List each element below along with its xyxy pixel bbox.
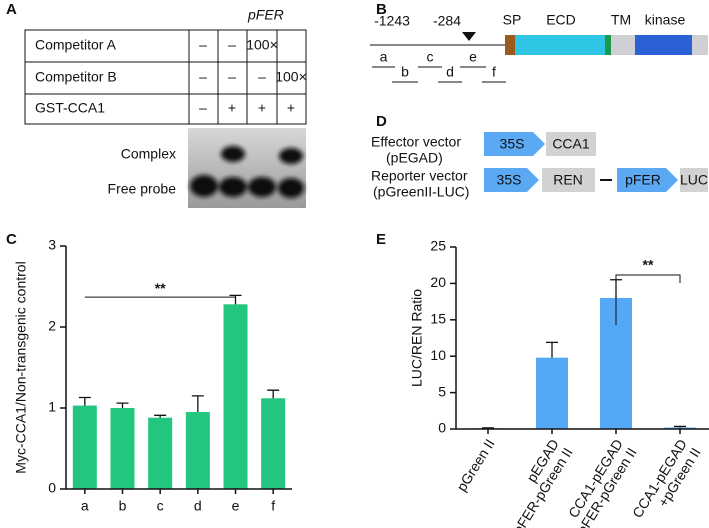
significance-bracket — [615, 274, 681, 325]
significance-label: ** — [643, 257, 654, 273]
panel-label: A — [6, 1, 17, 18]
row-label: Competitor B — [35, 69, 117, 85]
x-tick-label: CCA1-pEGAD+pGreen II — [629, 436, 704, 528]
y-tick-label: 1 — [48, 399, 56, 415]
x-tick-label: c — [157, 498, 164, 514]
bar — [148, 417, 173, 489]
promoter-arrow — [617, 168, 678, 192]
x-tick-label: b — [119, 498, 127, 514]
table-cell: – — [199, 69, 207, 85]
table-cell: 100× — [275, 69, 307, 85]
error-bar — [191, 395, 204, 413]
bar — [536, 357, 568, 429]
error-bar — [674, 425, 686, 428]
error-bar — [78, 396, 91, 406]
domain-label: kinase — [645, 12, 686, 28]
panel-label: B — [376, 1, 387, 18]
table-cell: + — [228, 100, 236, 116]
gene-box — [680, 168, 708, 192]
table-cell: + — [287, 100, 295, 116]
table-cell: – — [228, 37, 236, 53]
gene-box — [546, 132, 596, 156]
vector-plasmid: (pGreenII-LUC) — [373, 184, 469, 200]
table-cell: – — [199, 100, 207, 116]
y-tick-label: 3 — [48, 237, 56, 253]
part-label: pFER — [625, 172, 661, 188]
y-tick-label: 0 — [438, 420, 446, 436]
row-label: Competitor A — [35, 37, 117, 53]
position-label: -1243 — [374, 13, 410, 29]
error-bar — [267, 389, 280, 399]
domain-label: ECD — [546, 12, 576, 28]
table-cell: + — [258, 100, 266, 116]
band-label: Free probe — [108, 181, 177, 197]
table-cell: – — [228, 69, 236, 85]
domain-label: TM — [611, 12, 631, 28]
panel-label: C — [6, 231, 17, 248]
part-label: REN — [553, 172, 583, 188]
table-cell: – — [199, 37, 207, 53]
y-axis-label: LUC/REN Ratio — [409, 289, 425, 387]
gel-bands — [190, 146, 304, 198]
significance-label: ** — [155, 280, 166, 296]
bar — [223, 304, 248, 489]
y-tick-label: 2 — [48, 318, 56, 334]
fragment-label: b — [401, 64, 409, 80]
y-tick-label: 25 — [430, 238, 446, 254]
bar — [185, 412, 210, 489]
part-label: LUC — [680, 172, 708, 188]
y-tick-label: 15 — [430, 311, 446, 327]
position-label: -284 — [433, 13, 461, 29]
panel-label: E — [376, 231, 386, 248]
x-tick-label: pGreen II — [453, 436, 498, 494]
y-tick-label: 20 — [430, 274, 446, 290]
fragment-label: c — [427, 49, 434, 65]
table-cell: – — [258, 69, 266, 85]
part-label: CCA1 — [552, 136, 590, 152]
gene-box — [542, 168, 595, 192]
promoter-arrow — [484, 168, 539, 192]
fragment-label: e — [469, 49, 477, 65]
vector-plasmid: (pEGAD) — [386, 150, 443, 166]
site-marker — [462, 32, 476, 41]
fragment-label: d — [446, 64, 454, 80]
emsa-title: pFER — [247, 7, 284, 23]
error-bar — [546, 341, 558, 358]
vector-name: Reporter vector — [371, 168, 468, 184]
part-label: 35S — [500, 136, 525, 152]
bar — [261, 398, 286, 489]
y-tick-label: 0 — [48, 480, 56, 496]
error-bar — [154, 414, 167, 418]
error-bar — [116, 402, 129, 408]
x-tick-label: d — [194, 498, 202, 514]
x-tick-label: e — [232, 498, 240, 514]
fragment-label: a — [380, 49, 388, 65]
y-tick-label: 10 — [430, 347, 446, 363]
y-tick-label: 5 — [438, 383, 446, 399]
band-label: Complex — [121, 146, 176, 162]
x-tick-label: f — [271, 498, 275, 514]
part-label: 35S — [497, 172, 522, 188]
promoter-arrow — [484, 132, 545, 156]
row-label: GST-CCA1 — [35, 100, 105, 116]
y-axis-label: Myc-CCA1/Non-transgenic control — [13, 261, 29, 473]
fragment-label: f — [492, 64, 496, 80]
domain-label: SP — [503, 12, 522, 28]
vector-name: Effector vector — [371, 134, 461, 150]
x-tick-label: pEGAD+pFER-pGreen II — [491, 436, 575, 528]
table-grid — [24, 29, 307, 125]
bar — [110, 408, 135, 489]
x-tick-label: a — [81, 498, 89, 514]
bar — [72, 405, 97, 489]
table-cell: 100× — [246, 37, 278, 53]
protein-domains — [505, 35, 708, 55]
panel-label: D — [376, 113, 387, 130]
